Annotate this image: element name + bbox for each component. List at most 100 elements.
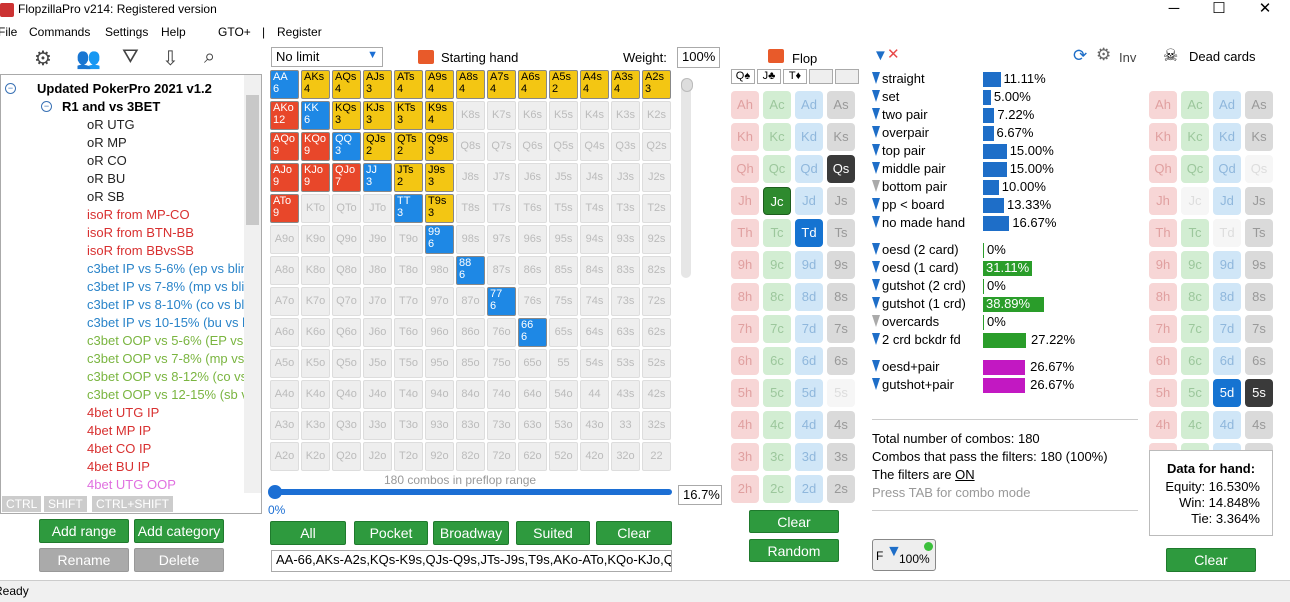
menu-item[interactable]: Help <box>161 25 186 39</box>
ctrl-shift-key[interactable]: CTRL+SHIFT <box>92 496 174 512</box>
hand-cell[interactable]: 93o <box>425 411 454 440</box>
card-Ah[interactable]: Ah <box>1149 91 1177 119</box>
hand-cell[interactable]: KJo 9 <box>301 163 330 192</box>
hand-cell[interactable]: K5s <box>549 101 578 130</box>
tree-item[interactable]: c3bet IP vs 7-8% (mp vs blinds) <box>87 279 262 294</box>
card-Tc[interactable]: Tc <box>1181 219 1209 247</box>
card-Kh[interactable]: Kh <box>1149 123 1177 151</box>
card-Qc[interactable]: Qc <box>763 155 791 183</box>
hand-cell[interactable]: K6s <box>518 101 547 130</box>
card-7c[interactable]: 7c <box>763 315 791 343</box>
hand-cell[interactable]: J3o <box>363 411 392 440</box>
hand-cell[interactable]: 43s <box>611 380 640 409</box>
card-Qd[interactable]: Qd <box>795 155 823 183</box>
hand-cell[interactable]: 84s <box>580 256 609 285</box>
hand-cell[interactable]: KK 6 <box>301 101 330 130</box>
filters-on[interactable]: ON <box>955 467 975 482</box>
card-9h[interactable]: 9h <box>1149 251 1177 279</box>
tree-item[interactable]: 4bet CO IP <box>87 441 152 456</box>
weight-slider-track[interactable] <box>681 78 691 278</box>
flop-slot[interactable]: T♦ <box>783 69 807 84</box>
dead-clear-button[interactable]: Clear <box>1166 548 1256 572</box>
hand-cell[interactable]: 52o <box>549 442 578 471</box>
hand-cell[interactable]: 92o <box>425 442 454 471</box>
card-7d[interactable]: 7d <box>1213 315 1241 343</box>
stat-pp-board[interactable]: pp < board <box>872 197 945 212</box>
card-Jc[interactable]: Jc <box>1181 187 1209 215</box>
hand-cell[interactable]: JTo <box>363 194 392 223</box>
tree-item[interactable]: 4bet MP IP <box>87 423 152 438</box>
filter-icon[interactable] <box>872 162 880 174</box>
filter-icon[interactable] <box>872 279 880 291</box>
hand-cell[interactable]: 64s <box>580 318 609 347</box>
hand-cell[interactable]: A3o <box>270 411 299 440</box>
hand-cell[interactable]: T5o <box>394 349 423 378</box>
card-8h[interactable]: 8h <box>731 283 759 311</box>
hand-cell[interactable]: KTs 3 <box>394 101 423 130</box>
tree-item[interactable]: isoR from BBvsSB <box>87 243 194 258</box>
card-Qh[interactable]: Qh <box>1149 155 1177 183</box>
hand-cell[interactable]: 86o <box>456 318 485 347</box>
hand-cell[interactable]: 87o <box>456 287 485 316</box>
hand-cell[interactable]: A8o <box>270 256 299 285</box>
hand-cell[interactable]: 32s <box>642 411 671 440</box>
hand-cell[interactable]: Q7s <box>487 132 516 161</box>
card-7h[interactable]: 7h <box>731 315 759 343</box>
card-7d[interactable]: 7d <box>795 315 823 343</box>
stat-gutshot-1-crd-[interactable]: gutshot (1 crd) <box>872 296 966 311</box>
card-Ts[interactable]: Ts <box>1245 219 1273 247</box>
hand-cell[interactable]: J7s <box>487 163 516 192</box>
hand-cell[interactable]: K7o <box>301 287 330 316</box>
hand-cell[interactable]: Q7o <box>332 287 361 316</box>
filter-icon[interactable] <box>872 216 880 228</box>
filter-icon[interactable] <box>872 360 880 372</box>
tree-item[interactable]: c3bet IP vs 8-10% (co vs blinds) <box>87 297 262 312</box>
hand-cell[interactable]: KQo 9 <box>301 132 330 161</box>
card-2d[interactable]: 2d <box>795 475 823 503</box>
hand-cell[interactable]: 55 <box>549 349 578 378</box>
hand-cell[interactable]: 65s <box>549 318 578 347</box>
hand-cell[interactable]: J6o <box>363 318 392 347</box>
users-icon[interactable]: 👥 <box>76 48 101 70</box>
menu-item[interactable]: GTO+ <box>218 25 251 39</box>
rename-button[interactable]: Rename <box>39 548 129 572</box>
hand-cell[interactable]: 74s <box>580 287 609 316</box>
hand-cell[interactable]: J9s 3 <box>425 163 454 192</box>
filter-icon[interactable] <box>872 144 880 156</box>
card-Jd[interactable]: Jd <box>795 187 823 215</box>
card-2h[interactable]: 2h <box>731 475 759 503</box>
hand-cell[interactable]: 94o <box>425 380 454 409</box>
hand-cell[interactable]: K9o <box>301 225 330 254</box>
tree-item[interactable]: 4bet BU IP <box>87 459 150 474</box>
stat-bottom-pair[interactable]: bottom pair <box>872 179 947 194</box>
hand-cell[interactable]: T2o <box>394 442 423 471</box>
hand-cell[interactable]: 87s <box>487 256 516 285</box>
inv-label[interactable]: Inv <box>1119 50 1137 65</box>
stat-overcards[interactable]: overcards <box>872 314 939 329</box>
menu-item[interactable]: Register <box>277 25 322 39</box>
card-9d[interactable]: 9d <box>795 251 823 279</box>
card-Jd[interactable]: Jd <box>1213 187 1241 215</box>
filter-icon[interactable] <box>872 315 880 327</box>
card-9c[interactable]: 9c <box>763 251 791 279</box>
random-flop-button[interactable]: Random <box>749 539 839 562</box>
hand-cell[interactable]: 74o <box>487 380 516 409</box>
menu-item[interactable]: Commands <box>29 25 91 39</box>
tree-item[interactable]: c3bet OOP vs 7-8% (mp vs free) <box>87 351 262 366</box>
hand-cell[interactable]: K2s <box>642 101 671 130</box>
hand-cell[interactable]: T4o <box>394 380 423 409</box>
hand-cell[interactable]: 63o <box>518 411 547 440</box>
tree-group[interactable]: R1 and vs 3BET <box>62 99 161 114</box>
card-Ts[interactable]: Ts <box>827 219 855 247</box>
hand-cell[interactable]: 75s <box>549 287 578 316</box>
card-Th[interactable]: Th <box>731 219 759 247</box>
hand-cell[interactable]: AA 6 <box>270 70 299 99</box>
card-5c[interactable]: 5c <box>1181 379 1209 407</box>
stat-no-made-hand[interactable]: no made hand <box>872 215 965 230</box>
hand-cell[interactable]: A5o <box>270 349 299 378</box>
hand-cell[interactable]: QQ 3 <box>332 132 361 161</box>
card-4s[interactable]: 4s <box>827 411 855 439</box>
hand-cell[interactable]: 82o <box>456 442 485 471</box>
card-As[interactable]: As <box>827 91 855 119</box>
hand-cell[interactable]: J7o <box>363 287 392 316</box>
